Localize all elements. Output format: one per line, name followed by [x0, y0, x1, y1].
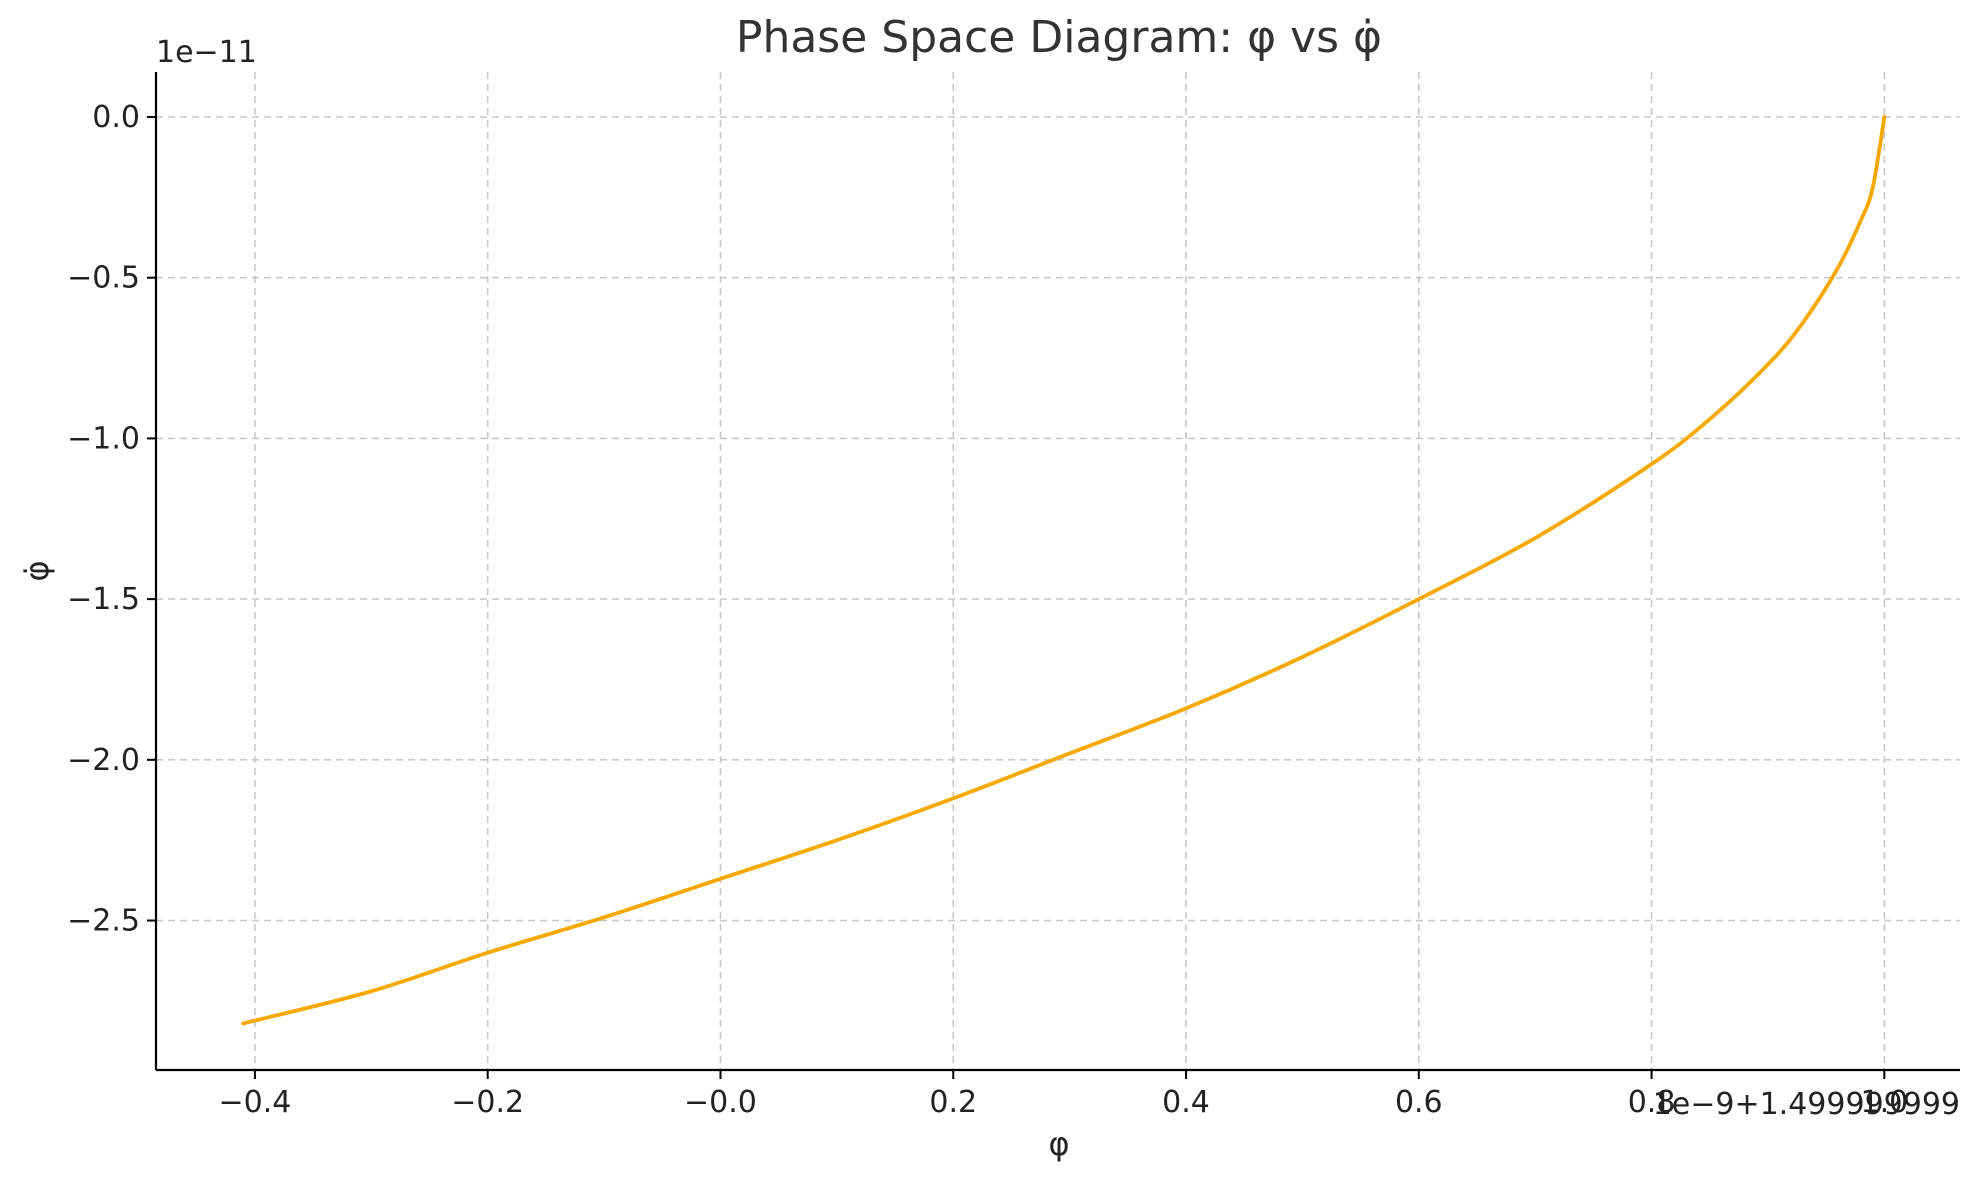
y-tick-label-4: −2.0	[67, 743, 140, 778]
y-tick-label-0: 0.0	[92, 100, 140, 135]
series-line-0	[241, 115, 1887, 1026]
y-tick-label-5: −2.5	[67, 904, 140, 939]
axes-layer: −0.4 −0.2 −0.0 0.2 0.4 0.6 0.8 1.0 0.0 −0.5 −1.0 −1…	[67, 72, 1960, 1120]
label-layer: Phase Space Diagram: φ vs φ̇ φ φ̇ 1e−11 …	[18, 12, 1960, 1163]
y-tick-label-1: −0.5	[67, 261, 140, 296]
y-tick-label-2: −1.0	[67, 421, 140, 456]
x-tick-label-3: 0.2	[929, 1085, 977, 1120]
x-axis-offset-label: 1e−9+1.499999999	[1653, 1087, 1960, 1122]
x-tick-label-4: 0.4	[1162, 1085, 1210, 1120]
series-layer	[241, 115, 1887, 1026]
y-axis-offset-label: 1e−11	[156, 35, 257, 70]
y-axis-title: φ̇	[18, 560, 56, 581]
y-tick-label-3: −1.5	[67, 582, 140, 617]
x-tick-label-5: 0.6	[1395, 1085, 1443, 1120]
x-axis-title: φ	[1048, 1125, 1069, 1163]
x-tick-label-0: −0.4	[218, 1085, 291, 1120]
x-tick-label-2: −0.0	[684, 1085, 757, 1120]
grid-layer	[156, 72, 1960, 1070]
x-tick-label-1: −0.2	[451, 1085, 524, 1120]
x-tick-label-7: 1.0	[1860, 1085, 1908, 1120]
chart-title: Phase Space Diagram: φ vs φ̇	[736, 12, 1382, 63]
x-tick-label-6: 0.8	[1628, 1085, 1676, 1120]
